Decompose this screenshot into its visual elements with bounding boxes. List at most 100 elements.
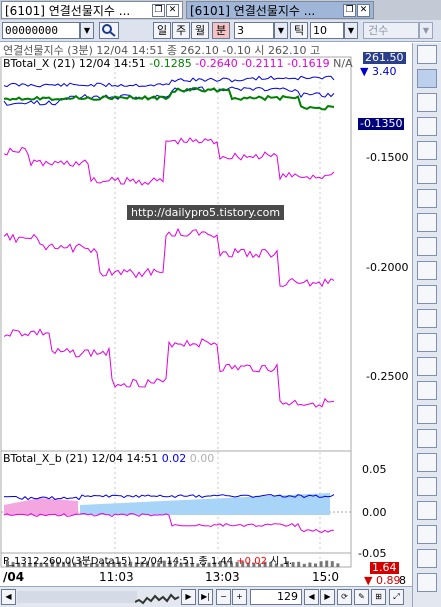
volume-bar [95, 563, 99, 567]
series-line-magenta-2 [3, 227, 335, 288]
expand-button[interactable]: ⤢ [389, 589, 404, 605]
zoom-in-button[interactable]: + [232, 589, 247, 605]
text-tool-icon[interactable] [417, 573, 437, 592]
speed-line-icon[interactable] [417, 309, 437, 328]
horizontal-line-icon[interactable] [417, 141, 437, 160]
zoom-input[interactable]: 129 [250, 589, 302, 605]
chevron-down-icon[interactable]: ▼ [419, 22, 433, 39]
timeframe-day-button[interactable]: 일 [153, 22, 171, 39]
nav-next-button[interactable]: ▶ [320, 589, 335, 605]
scroll-left-button[interactable]: ◀ [1, 589, 16, 605]
volume-bar [246, 562, 250, 567]
arrow-down-icon[interactable] [417, 549, 437, 568]
nav-prev-button[interactable]: ◀ [304, 589, 319, 605]
volume-bar [39, 562, 43, 567]
andrews-pitchfork-icon[interactable] [417, 381, 437, 400]
volume-bar [269, 561, 273, 567]
timeframe-minute-button[interactable]: 분 [212, 22, 230, 39]
oscillator-name: BTotal_X_b [3, 453, 62, 465]
fibonacci-icon[interactable] [417, 237, 437, 256]
code-input[interactable]: 00000000 [2, 22, 80, 39]
zoom-out-button[interactable]: − [216, 589, 231, 605]
volume-bar [101, 562, 105, 567]
volume-bar [17, 562, 21, 567]
ray-line-icon[interactable] [417, 189, 437, 208]
chevron-down-icon[interactable]: ▼ [274, 22, 288, 39]
volume-bar [168, 560, 172, 567]
volume-bar [129, 561, 133, 567]
volume-info-line: P_1312.260.0(3분Data15) 12/04 14:51 종 1.4… [3, 556, 348, 568]
fib-timezone-icon[interactable] [417, 429, 437, 448]
scroll-end-button[interactable]: ▶| [198, 589, 213, 605]
series-line-magenta-1 [3, 137, 335, 186]
window-tab-1[interactable]: [6101] 연결선물지수 ... ❐ ✕ [1, 1, 183, 19]
chart-canvas[interactable] [0, 43, 412, 588]
time-label-1: /04 [3, 570, 25, 584]
regression-channel-icon[interactable] [417, 405, 437, 424]
time-label-4: 15:0 [312, 570, 339, 584]
volume-bar [106, 562, 110, 567]
ellipse-icon[interactable] [417, 477, 437, 496]
window-tab-2[interactable]: [6101] 연결선물지수 ... ❐ ✕ [186, 1, 374, 19]
rectangle-icon[interactable] [417, 453, 437, 472]
chevron-down-icon[interactable]: ▼ [344, 22, 358, 39]
gann-fan-icon[interactable] [417, 261, 437, 280]
restore-icon[interactable]: ❐ [343, 3, 356, 17]
volume-label-low: ▼ 0.89 [364, 574, 401, 587]
osc-y-tick-1: 0.05 [362, 463, 387, 476]
tick-unit-input[interactable]: 10 [310, 22, 344, 39]
search-button[interactable] [99, 22, 119, 39]
volume-bar [123, 563, 127, 567]
y-tick-1: -0.1500 [366, 151, 409, 164]
pin-button[interactable]: ⊞ [371, 589, 386, 605]
close-icon[interactable]: ✕ [357, 3, 370, 17]
volume-info-prefix: P_1312.260.0(3분Data15) 12/04 14:51 [3, 556, 196, 567]
close-icon[interactable]: ✕ [166, 3, 179, 17]
volume-bar [218, 561, 222, 567]
scroll-right-button[interactable]: ▶ [181, 589, 196, 605]
indicator-series-lines [3, 75, 335, 533]
timeframe-month-button[interactable]: 월 [191, 22, 209, 39]
volume-bar [325, 560, 329, 567]
chevron-down-icon[interactable]: ▼ [80, 22, 94, 39]
channel-icon[interactable] [417, 213, 437, 232]
fib-arc-icon[interactable] [417, 357, 437, 376]
osc-y-tick-3: -0.05 [358, 547, 387, 560]
price-info-rest: 종 262.10 -0.10 시 262.10 고 [166, 45, 321, 57]
volume-bar [291, 562, 295, 567]
vertical-line-icon[interactable] [417, 165, 437, 184]
restore-icon[interactable]: ❐ [152, 3, 165, 17]
volume-bar [274, 563, 278, 567]
fib-fan-icon[interactable] [417, 333, 437, 352]
vertical-gridlines [114, 57, 321, 567]
config-button[interactable]: ✎ [354, 589, 369, 605]
pointer-cursor-icon[interactable] [417, 69, 437, 88]
crosshair-icon[interactable] [417, 93, 437, 112]
collapse-arrow-icon[interactable] [417, 45, 437, 64]
minute-unit-input[interactable]: 3 [234, 22, 274, 39]
chart-area[interactable] [0, 43, 412, 573]
trend-line-icon[interactable] [417, 117, 437, 136]
time-label-3: 13:03 [205, 570, 240, 584]
count-select[interactable]: 건수 [363, 22, 419, 39]
minimap-chart[interactable] [135, 588, 180, 606]
time-label-2: 11:03 [99, 570, 134, 584]
cycle-lines-icon[interactable] [417, 285, 437, 304]
oscillator-value-grey: 0.00 [189, 453, 215, 465]
window-tab-bar: [6101] 연결선물지수 ... ❐ ✕ [6101] 연결선물지수 ... … [0, 0, 441, 20]
volume-label-tail: 8 [399, 574, 406, 587]
window-tab-1-title: [6101] 연결선물지수 ... [5, 3, 131, 18]
refresh-button[interactable]: ⟳ [337, 589, 352, 605]
timeframe-week-button[interactable]: 주 [172, 22, 190, 39]
tick-button[interactable]: 틱 [290, 22, 308, 39]
arrow-up-icon[interactable] [417, 525, 437, 544]
price-label: 261.50 [363, 51, 406, 64]
oscillator-band-negative [4, 498, 78, 515]
volume-bar [302, 563, 306, 567]
indicator-tail: N/A [333, 58, 353, 70]
volume-bar [73, 562, 77, 567]
drawing-tools-sidebar [412, 43, 441, 607]
scroll-track[interactable] [17, 591, 137, 603]
volume-bar [235, 561, 239, 567]
triangle-icon[interactable] [417, 501, 437, 520]
